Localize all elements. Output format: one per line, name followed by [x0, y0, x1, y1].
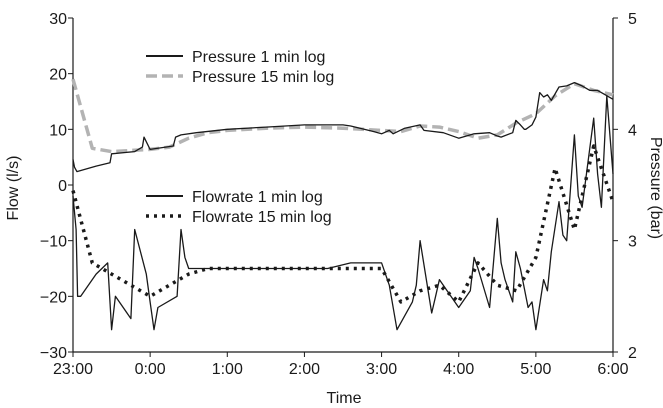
ticks-group: −30 −20 −10 0 10 20 30 2 3 4 5 23:00 0:00 1:00 2:00 3:0…: [40, 11, 637, 378]
x-tick-label: 6:00: [597, 361, 628, 378]
y-right-axis-label: Pressure (bar): [647, 137, 663, 239]
x-tick-label: 1:00: [212, 361, 243, 378]
legend-label-flowrate-1min: Flowrate 1 min log: [192, 189, 323, 206]
legend-flowrate: Flowrate 1 min log Flowrate 15 min log: [146, 189, 332, 226]
legend-pressure: Pressure 1 min log Pressure 15 min log: [146, 49, 334, 86]
series-line-pressure-1-min-log: [72, 81, 614, 173]
legend-label-pressure-1min: Pressure 1 min log: [192, 49, 325, 66]
y-left-tick-label: −20: [40, 289, 67, 306]
x-tick-label: 2:00: [289, 361, 320, 378]
y-right-tick-label: 3: [628, 234, 637, 251]
y-right-tick-label: 4: [628, 122, 637, 139]
x-tick-label: 5:00: [520, 361, 551, 378]
y-left-tick-label: 0: [58, 178, 67, 195]
series-line-pressure-15-min-log: [71, 78, 614, 154]
series-group: [71, 78, 615, 331]
series-line-flowrate-1-min-log: [72, 95, 614, 331]
legend-label-pressure-15min: Pressure 15 min log: [192, 69, 334, 86]
legend-label-flowrate-15min: Flowrate 15 min log: [192, 209, 332, 226]
y-left-tick-label: 10: [49, 122, 67, 139]
x-tick-label: 23:00: [53, 361, 93, 378]
x-tick-label: 3:00: [366, 361, 397, 378]
y-right-tick-label: 5: [628, 11, 637, 28]
y-right-tick-label: 2: [628, 345, 637, 362]
y-left-tick-label: −10: [40, 234, 67, 251]
y-left-tick-label: 30: [49, 11, 67, 28]
x-tick-label: 0:00: [135, 361, 166, 378]
y-left-axis-label: Flow (l/s): [5, 156, 22, 221]
y-left-tick-label: 20: [49, 67, 67, 84]
series-line-flowrate-15-min-log: [71, 144, 615, 304]
x-tick-label: 4:00: [443, 361, 474, 378]
y-left-tick-label: −30: [40, 345, 67, 362]
x-axis-label: Time: [327, 390, 362, 407]
